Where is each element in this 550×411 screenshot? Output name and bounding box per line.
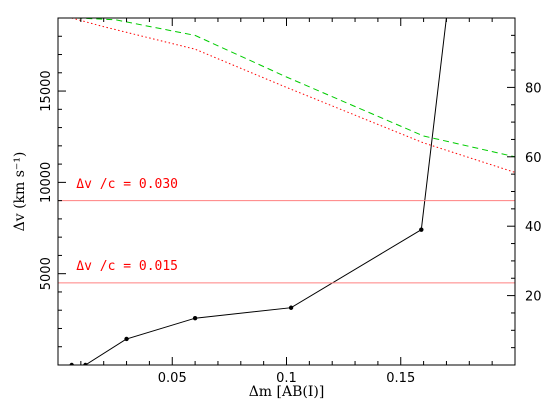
x-axis-title: Δm [AB(I)] [249, 384, 325, 400]
clipped-series [69, 18, 515, 365]
y-right-tick-label: 60 [525, 151, 542, 166]
x-tick-label: 0.15 [386, 371, 415, 386]
series-line-3 [71, 18, 515, 173]
series-1-point [192, 315, 198, 321]
y-left-tick-label: 10000 [39, 162, 54, 203]
ticks-layer: 0.05 0.1 0.15 5000 10000 15000 20 40 60 80 [39, 18, 542, 386]
annotation-1: Δv /c = 0.030 [76, 177, 178, 192]
x-tick-label: 0.05 [158, 371, 187, 386]
series-1-point [288, 305, 294, 310]
series-1-point [69, 362, 74, 365]
series-1-point [83, 362, 88, 365]
y-axis-title: Δv (km s⁻¹) [12, 152, 28, 232]
y-left-tick-label: 5000 [39, 257, 54, 290]
series-line-2 [76, 18, 515, 158]
series-1-point [124, 336, 129, 342]
plot-layer: Δv /c = 0.030 Δv /c = 0.015 [58, 18, 515, 365]
series-1-point [419, 227, 424, 232]
x-tick-label: 0.1 [276, 371, 297, 386]
y-left-tick-label: 15000 [39, 70, 54, 111]
y-right-tick-label: 20 [525, 290, 542, 305]
y-right-tick-label: 40 [525, 220, 542, 235]
annotation-2: Δv /c = 0.015 [76, 259, 178, 274]
y-right-tick-label: 80 [525, 81, 542, 96]
